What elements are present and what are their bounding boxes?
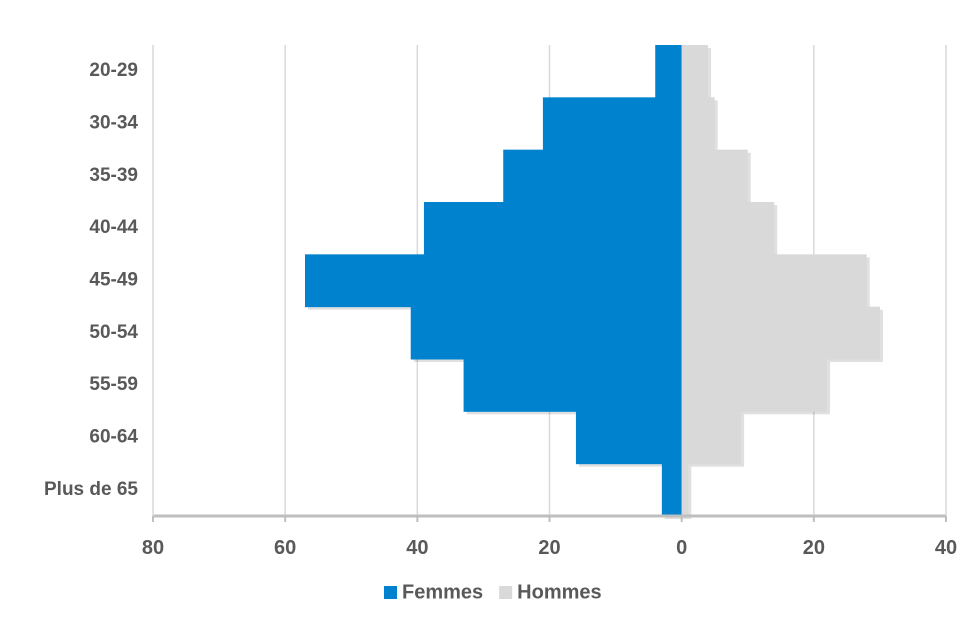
bar-hommes-4 bbox=[681, 254, 867, 308]
x-tick-label: 80 bbox=[142, 537, 164, 559]
category-labels: 20-29 30-34 35-39 40-44 45-49 50-54 55-59 60-64… bbox=[44, 60, 138, 500]
category-label: 30-34 bbox=[89, 113, 138, 134]
legend-swatch-femmes bbox=[384, 586, 397, 599]
bar-femmes-8 bbox=[661, 463, 682, 517]
category-label: 55-59 bbox=[89, 374, 138, 395]
bar-femmes-7 bbox=[575, 411, 682, 465]
category-label: 20-29 bbox=[89, 60, 138, 81]
bar-hommes-3 bbox=[681, 202, 775, 255]
bar-hommes-0 bbox=[681, 45, 709, 98]
axes bbox=[152, 45, 947, 522]
bar-hommes-5 bbox=[681, 306, 880, 360]
legend-label-femmes: Femmes bbox=[402, 581, 483, 603]
bar-hommes-2 bbox=[681, 149, 748, 203]
category-label: 60-64 bbox=[89, 427, 138, 448]
x-tick-label: 60 bbox=[274, 537, 296, 559]
x-tick-labels: 80 60 40 20 0 20 40 bbox=[142, 537, 957, 559]
bar-femmes-2 bbox=[503, 149, 682, 203]
bar-hommes-7 bbox=[681, 411, 742, 465]
bar-femmes-5 bbox=[410, 306, 682, 360]
x-tick-label: 20 bbox=[538, 537, 560, 559]
x-tick-label: 40 bbox=[406, 537, 428, 559]
category-label: 50-54 bbox=[89, 322, 138, 343]
x-tick-label: 20 bbox=[803, 537, 825, 559]
bars bbox=[304, 45, 883, 519]
bar-hommes-1 bbox=[681, 97, 715, 151]
legend-swatch-hommes bbox=[499, 586, 513, 599]
x-tick-label: 0 bbox=[676, 537, 687, 559]
x-tick-label: 40 bbox=[935, 537, 957, 559]
bar-femmes-3 bbox=[423, 202, 682, 255]
bar-hommes-6 bbox=[681, 359, 828, 412]
legend: Femmes Hommes bbox=[384, 581, 602, 603]
bar-femmes-0 bbox=[655, 45, 682, 98]
category-label: 45-49 bbox=[89, 270, 138, 291]
legend-label-hommes: Hommes bbox=[517, 581, 601, 603]
bar-femmes-4 bbox=[304, 254, 682, 308]
bar-femmes-6 bbox=[463, 359, 682, 412]
category-label: 40-44 bbox=[89, 217, 138, 238]
category-label: Plus de 65 bbox=[44, 479, 138, 500]
bar-femmes-1 bbox=[542, 97, 682, 151]
bar-hommes-8 bbox=[681, 463, 689, 517]
category-label: 35-39 bbox=[89, 165, 138, 186]
